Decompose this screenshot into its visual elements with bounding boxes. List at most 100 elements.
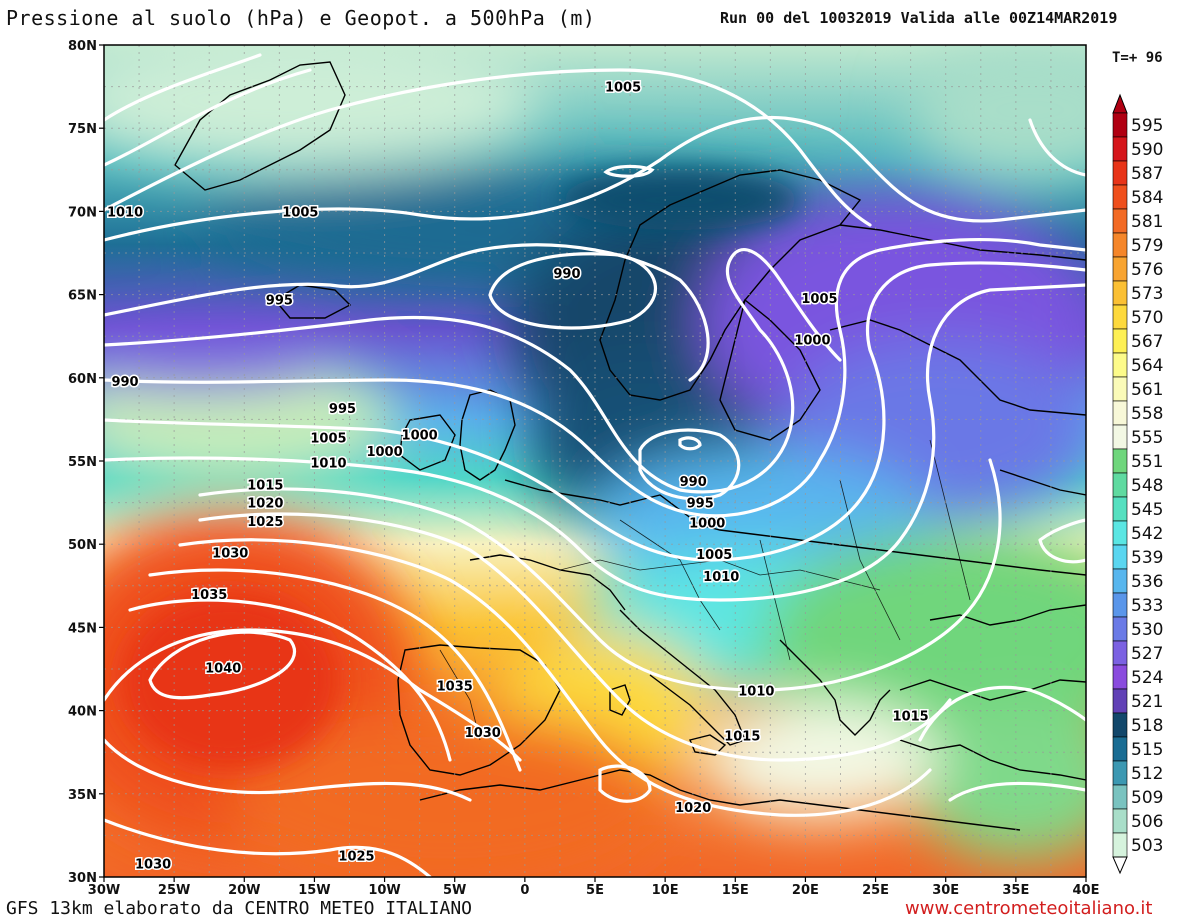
colorbar-swatch [1112,784,1128,810]
lat-tick-label: 80N [68,39,97,54]
colorbar-label: 542 [1131,524,1163,544]
colorbar-arrow-bottom [1112,856,1128,875]
colorbar-swatch [1112,352,1128,378]
colorbar-swatch [1112,376,1128,402]
isobar-label: 1040 [205,661,241,676]
isobar-label: 995 [329,402,356,417]
isobar-label: 1005 [282,205,318,220]
lat-tick-label: 35N [68,788,97,803]
colorbar-label: 581 [1131,212,1163,232]
lon-tick-label: 5W [443,883,466,898]
website-link[interactable]: www.centrometeoitaliano.it [905,898,1153,919]
colorbar-swatch [1112,208,1128,234]
isobar-label: 1020 [247,497,283,512]
colorbar-label: 512 [1131,764,1163,784]
isobar-label: 1025 [247,515,283,530]
longitude-ticks: 30W 25W 20W 15W 10W 5W 0 5E 10E 15E 20E 25E 30E 35E 40… [88,877,1100,898]
lat-tick-label: 65N [68,289,97,304]
isobar-label: 1010 [310,457,346,472]
isobar-label: 1030 [135,858,171,873]
colorbar-label: 567 [1131,332,1163,352]
colorbar-label: 548 [1131,476,1163,496]
colorbar-label: 561 [1131,380,1163,400]
colorbar-swatch [1112,304,1128,330]
colorbar: 595 590 587 584 581 579 576 573 570 567 564 561 558 5… [1112,93,1163,875]
isobar-label: 1030 [212,547,248,562]
colorbar-label: 558 [1131,404,1163,424]
colorbar-label: 515 [1131,740,1163,760]
colorbar-swatch [1112,496,1128,522]
colorbar-swatch [1112,568,1128,594]
colorbar-swatch [1112,592,1128,618]
colorbar-swatch [1112,136,1128,162]
isobar-label: 1015 [247,478,283,493]
isobar-label: 990 [111,375,138,390]
colorbar-swatch [1112,640,1128,666]
colorbar-swatch [1112,760,1128,786]
isobar-label: 1035 [437,680,473,695]
isobar-label: 1015 [724,730,760,745]
colorbar-label: 584 [1131,188,1163,208]
map-title: Pressione al suolo (hPa) e Geopot. a 500… [6,6,596,30]
colorbar-label: 587 [1131,164,1163,184]
lon-tick-label: 15E [722,883,749,898]
colorbar-swatch [1112,472,1128,498]
colorbar-label: 573 [1131,284,1163,304]
colorbar-label: 579 [1131,236,1163,256]
colorbar-label: 503 [1131,836,1163,856]
colorbar-swatch [1112,616,1128,642]
colorbar-label: 564 [1131,356,1163,376]
colorbar-swatch [1112,520,1128,546]
isobar-label: 1015 [893,710,929,725]
colorbar-arrow-top [1112,93,1128,114]
lon-tick-label: 20E [792,883,819,898]
lon-tick-label: 10E [652,883,679,898]
lon-tick-label: 40E [1073,883,1100,898]
colorbar-swatch [1112,736,1128,762]
latitude-ticks: 80N 75N 70N 65N 60N 55N 50N 45N 40N 35N 30N [68,39,104,886]
colorbar-label: 536 [1131,572,1163,592]
colorbar-swatch [1112,448,1128,474]
colorbar-label: 518 [1131,716,1163,736]
lat-tick-label: 55N [68,455,97,470]
isobar-label: 990 [680,475,707,490]
colorbar-swatch [1112,112,1128,138]
colorbar-label: 509 [1131,788,1163,808]
isobar-label: 995 [687,497,714,512]
colorbar-label: 576 [1131,260,1163,280]
colorbar-swatch [1112,184,1128,210]
lat-tick-label: 60N [68,372,97,387]
lat-tick-label: 45N [68,621,97,636]
colorbar-swatch [1112,160,1128,186]
colorbar-label: 551 [1131,452,1163,472]
colorbar-label: 506 [1131,812,1163,832]
colorbar-label: 570 [1131,308,1163,328]
colorbar-swatch [1112,544,1128,570]
colorbar-label: 545 [1131,500,1163,520]
lat-tick-label: 75N [68,122,97,137]
lat-tick-label: 30N [68,871,97,886]
lat-lon-grid [104,45,1086,877]
lon-tick-label: 20W [228,883,260,898]
colorbar-label: 590 [1131,140,1163,160]
colorbar-label: 530 [1131,620,1163,640]
colorbar-label: 555 [1131,428,1163,448]
isobar-label: 1025 [338,849,374,864]
colorbar-swatch [1112,688,1128,714]
isobar-label: 1005 [605,81,641,96]
lon-tick-label: 25W [158,883,190,898]
lat-tick-label: 40N [68,705,97,720]
colorbar-label: 527 [1131,644,1163,664]
run-info: Run 00 del 10032019 Valida alle 00Z14MAR… [720,9,1118,27]
lon-tick-label: 10W [368,883,400,898]
isobar-label: 1005 [310,432,346,447]
isobar-label: 1035 [191,588,227,603]
isobar-label: 1000 [402,428,438,443]
isobar-label: 1020 [675,801,711,816]
isobar-label: 1010 [703,570,739,585]
colorbar-swatch [1112,664,1128,690]
colorbar-swatch [1112,256,1128,282]
isobar-label: 1010 [738,685,774,700]
